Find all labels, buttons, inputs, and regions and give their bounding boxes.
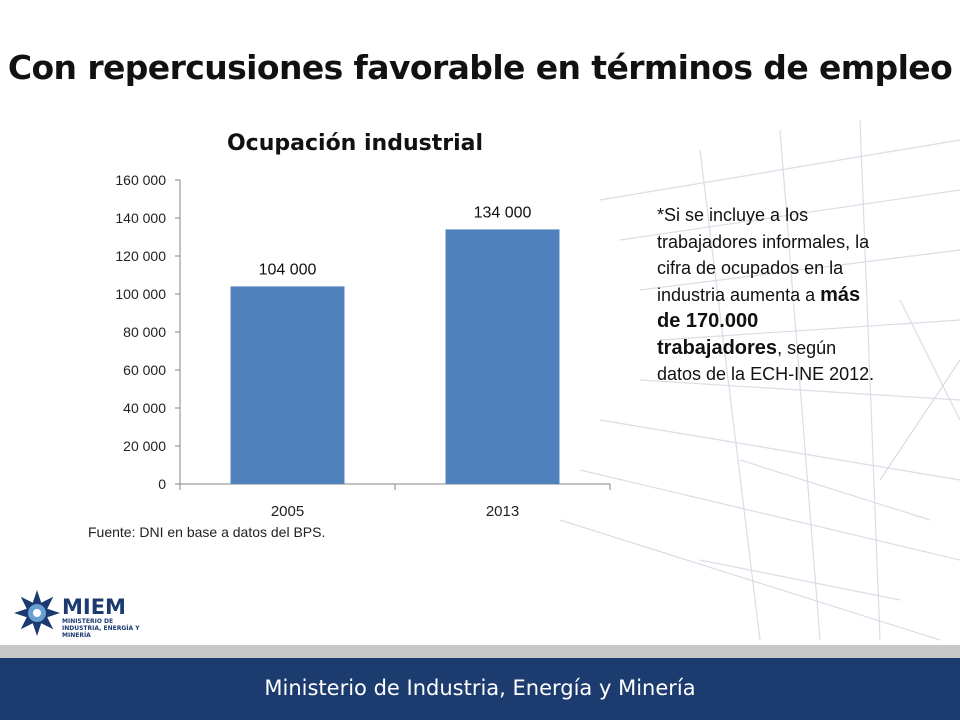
footer-bar: Ministerio de Industria, Energía y Miner… (0, 658, 960, 720)
note-line-2: , según datos de la ECH-INE 2012. (657, 337, 875, 385)
chart-title: Ocupación industrial (227, 131, 483, 156)
y-tick-label: 0 (158, 476, 166, 492)
bar (445, 229, 560, 484)
x-tick-label: 2005 (271, 503, 304, 520)
y-tick-label: 20 000 (123, 438, 166, 454)
bar (230, 286, 345, 484)
logo-text: MIEM MINISTERIO DE INDUSTRIA, ENERGÍA Y … (62, 596, 152, 639)
data-label: 134 000 (474, 204, 532, 221)
y-tick-label: 60 000 (123, 362, 166, 378)
note-text: *Si se incluye a los trabajadores inform… (657, 202, 882, 388)
source-note: Fuente: DNI en base a datos del BPS. (88, 524, 326, 540)
note-line-1: *Si se incluye a los trabajadores inform… (657, 205, 870, 305)
y-tick-label: 120 000 (115, 248, 166, 264)
slide-title: Con repercusiones favorable en términos … (7, 48, 953, 87)
y-tick-label: 80 000 (123, 324, 166, 340)
y-tick-label: 140 000 (115, 210, 166, 226)
y-tick-label: 100 000 (115, 286, 166, 302)
footer-stripe (0, 645, 960, 658)
y-tick-label: 40 000 (123, 400, 166, 416)
logo-name: MIEM (62, 595, 126, 619)
miem-star-logo-icon (14, 590, 60, 636)
x-tick-label: 2013 (486, 503, 519, 520)
footer-text: Ministerio de Industria, Energía y Miner… (264, 676, 696, 700)
data-label: 104 000 (259, 261, 317, 278)
logo-subtitle: MINISTERIO DE INDUSTRIA, ENERGÍA Y MINER… (62, 618, 140, 639)
note-emphasis: más de 170.000 trabajadores (657, 283, 861, 359)
y-tick-label: 160 000 (115, 172, 166, 188)
